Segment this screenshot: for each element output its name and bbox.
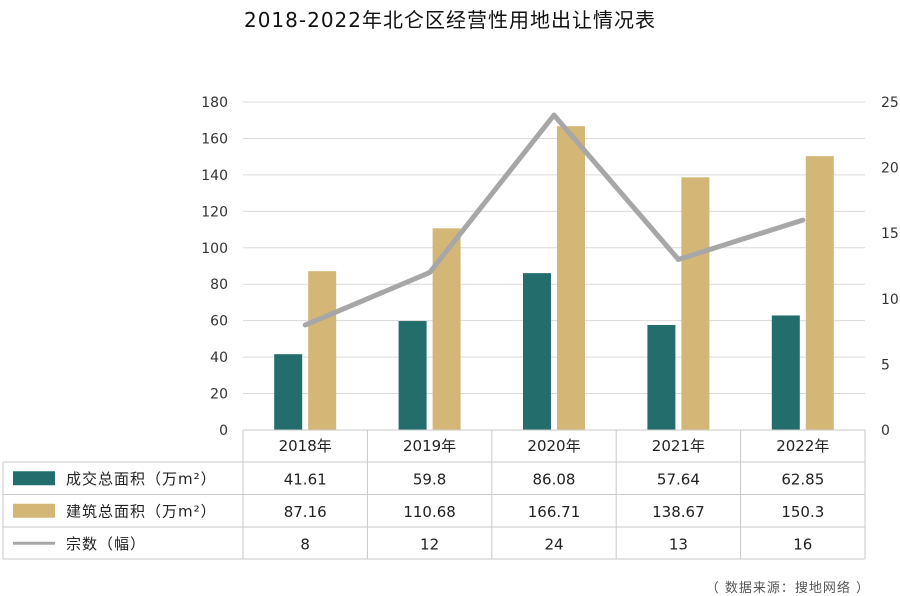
bar-transaction-area — [523, 273, 551, 430]
left-tick-label: 80 — [210, 277, 228, 293]
source-note: （ 数据来源：搜地网络 ） — [705, 581, 870, 596]
data-label: 13 — [669, 535, 688, 553]
left-tick-label: 180 — [201, 95, 228, 111]
bar-building-area — [805, 156, 834, 430]
line-count — [304, 112, 804, 328]
data-label: 166.71 — [528, 503, 581, 521]
bar-building-area — [557, 126, 585, 430]
line-point — [302, 322, 308, 328]
bar-building-area — [308, 271, 337, 430]
count-line — [302, 112, 806, 328]
data-label: 87.16 — [284, 503, 327, 521]
data-label: 59.8 — [413, 470, 446, 488]
right-tick-label: 10 — [881, 292, 899, 308]
left-tick-label: 140 — [201, 168, 228, 184]
x-tick-label: 2021年 — [652, 437, 705, 455]
left-tick-label: 0 — [219, 423, 228, 439]
x-tick-label: 2020年 — [527, 437, 580, 455]
bar-building-area — [432, 228, 461, 430]
left-tick-label: 100 — [201, 241, 228, 257]
left-tick-label: 120 — [201, 204, 228, 220]
left-tick-label: 160 — [201, 131, 228, 147]
line-point — [427, 270, 433, 276]
legend-label: 建筑总面积（万m²） — [66, 502, 217, 520]
legend-label: 成交总面积（万m²） — [66, 470, 217, 488]
legend-swatch — [13, 503, 55, 518]
data-label: 8 — [300, 535, 310, 553]
data-label: 62.85 — [781, 470, 824, 488]
bar-transaction-area — [274, 354, 303, 430]
bar-transaction-area — [647, 324, 676, 430]
data-label: 86.08 — [533, 470, 576, 488]
right-tick-label: 25 — [881, 95, 899, 111]
data-label: 138.67 — [652, 503, 705, 521]
left-tick-label: 20 — [210, 387, 228, 403]
legend-label: 宗数（幅） — [66, 535, 146, 553]
x-tick-label: 2022年 — [776, 437, 829, 455]
data-label: 24 — [544, 535, 563, 553]
right-tick-label: 5 — [881, 357, 890, 373]
data-label: 57.64 — [657, 470, 700, 488]
data-label: 110.68 — [403, 503, 456, 521]
line-point — [675, 256, 681, 262]
data-label: 150.3 — [781, 503, 824, 521]
right-tick-label: 0 — [881, 423, 890, 439]
left-tick-label: 40 — [210, 350, 228, 366]
x-tick-label: 2018年 — [279, 437, 332, 455]
right-tick-label: 20 — [881, 161, 899, 177]
legend-swatch — [13, 471, 55, 486]
x-tick-label: 2019年 — [403, 437, 456, 455]
bar-building-area — [681, 177, 710, 430]
chart-title: 2018-2022年北仑区经营性用地出让情况表 — [243, 8, 656, 32]
line-point — [551, 112, 557, 118]
grid-lines — [243, 101, 865, 395]
data-label: 12 — [420, 535, 439, 553]
bars — [274, 126, 834, 430]
right-axis-ticks: 0 5 10 15 20 25 — [881, 95, 899, 439]
left-axis-ticks: 0 20 40 60 80 100 120 140 160 180 — [201, 95, 228, 439]
line-point — [800, 217, 806, 223]
data-label: 16 — [793, 535, 812, 553]
right-tick-label: 15 — [881, 226, 899, 242]
bar-transaction-area — [771, 315, 800, 430]
data-label: 41.61 — [284, 470, 327, 488]
left-tick-label: 60 — [210, 314, 228, 330]
bar-transaction-area — [398, 321, 427, 430]
